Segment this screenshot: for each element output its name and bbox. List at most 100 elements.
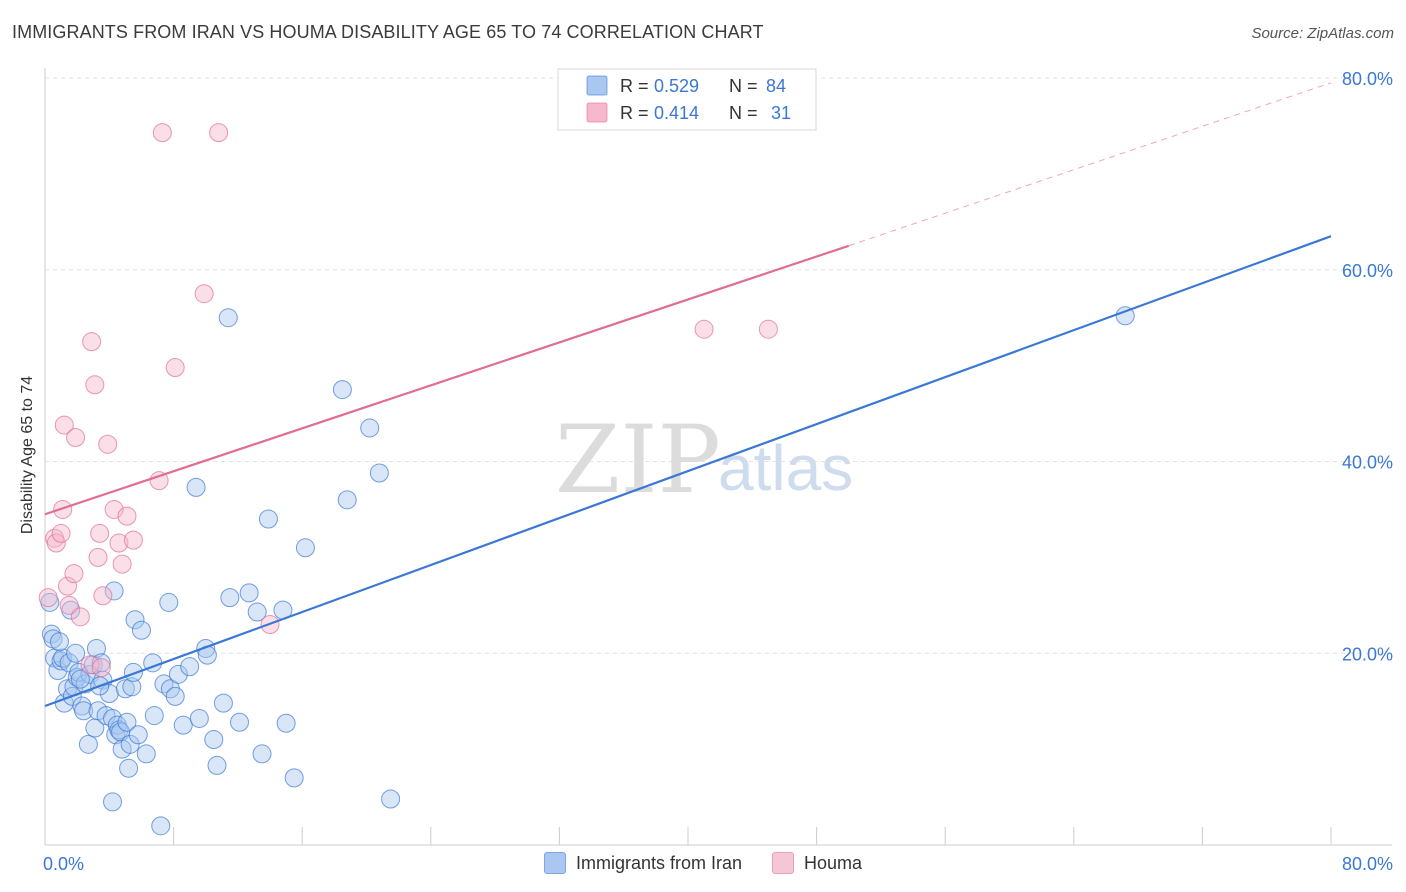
houma-point-17 — [93, 586, 113, 606]
iran-point-55 — [189, 708, 209, 728]
series-iran-points — [40, 306, 1135, 836]
iran-point-78 — [70, 669, 90, 689]
iran-point-83 — [180, 657, 200, 677]
legend-item-houma: Houma — [772, 852, 862, 874]
iran-point-73 — [337, 490, 357, 510]
houma-point-2 — [46, 533, 66, 553]
trend-line-iran — [44, 235, 1332, 708]
iran-point-39 — [122, 677, 142, 697]
houma-point-25 — [152, 123, 172, 143]
legend-r-value-houma: 0.414 — [654, 103, 699, 123]
iran-point-59 — [207, 755, 227, 775]
iran-point-43 — [103, 792, 123, 812]
iran-point-71 — [295, 538, 315, 558]
houma-point-16 — [91, 658, 111, 678]
houma-point-23 — [123, 530, 143, 550]
legend-swatch-iran-bottom — [543, 852, 566, 874]
houma-point-31 — [758, 319, 778, 339]
iran-point-75 — [369, 463, 389, 483]
legend-r-label-iran: R = — [620, 76, 649, 96]
legend-swatch-houma-bottom — [772, 852, 794, 874]
legend-n-value-houma: 31 — [771, 103, 791, 123]
x-tick-label-max: 80.0% — [1342, 854, 1393, 874]
houma-point-28 — [209, 123, 229, 143]
iran-point-41 — [125, 610, 145, 630]
legend-label-iran: Immigrants from Iran — [575, 852, 742, 873]
iran-point-29 — [104, 581, 124, 601]
iran-point-62 — [218, 308, 238, 328]
iran-point-47 — [151, 816, 171, 836]
axes — [44, 68, 1392, 846]
trend-line-houma — [44, 244, 850, 516]
legend-r-value-iran: 0.529 — [654, 76, 699, 96]
y-tick-label-80: 80.0% — [1342, 69, 1393, 89]
iran-point-38 — [120, 734, 140, 754]
x-tick-label-min: 0.0% — [43, 854, 84, 874]
houma-point-8 — [64, 564, 84, 584]
houma-point-30 — [694, 319, 714, 339]
iran-point-37 — [119, 758, 139, 778]
iran-point-70 — [284, 768, 304, 788]
iran-point-52 — [168, 664, 188, 684]
iran-point-40 — [123, 662, 143, 682]
houma-point-5 — [54, 415, 74, 435]
houma-point-6 — [58, 576, 78, 596]
legend-label-houma: Houma — [804, 852, 863, 873]
iran-point-81 — [49, 632, 69, 652]
iran-point-82 — [131, 620, 151, 640]
watermark-zip: ZIP — [555, 406, 721, 515]
houma-point-7 — [59, 595, 79, 615]
houma-point-13 — [85, 375, 105, 395]
houma-point-20 — [109, 533, 129, 553]
iran-point-64 — [239, 583, 259, 603]
iran-point-9 — [59, 653, 79, 673]
houma-point-0 — [38, 588, 58, 608]
iran-point-36 — [117, 712, 137, 732]
watermark: ZIP atlas — [555, 406, 853, 515]
trend-line-houma-extension — [848, 82, 1332, 247]
series-legend: Immigrants from Iran Houma — [0, 852, 1406, 874]
correlation-legend: R = 0.529 N = 84 R = 0.414 N = 31 — [557, 68, 817, 131]
iran-point-42 — [128, 725, 148, 745]
iran-point-60 — [213, 693, 233, 713]
houma-point-14 — [88, 547, 108, 567]
legend-n-label-houma: N = — [729, 103, 758, 123]
iran-point-66 — [252, 744, 272, 764]
legend-r-label-houma: R = — [620, 103, 649, 123]
iran-point-18 — [78, 734, 98, 754]
houma-point-15 — [90, 523, 110, 543]
series-houma-points — [38, 123, 778, 678]
iran-point-22 — [86, 638, 106, 658]
source-credit: Source: ZipAtlas.com — [1251, 25, 1394, 42]
houma-point-26 — [165, 358, 185, 378]
iran-point-44 — [136, 744, 156, 764]
houma-point-24 — [149, 471, 169, 491]
legend-n-value-iran: 84 — [766, 76, 786, 96]
iran-point-65 — [247, 602, 267, 622]
houma-point-21 — [112, 554, 132, 574]
trend-lines — [44, 82, 1332, 708]
legend-swatch-iran — [586, 75, 608, 96]
houma-point-22 — [117, 506, 137, 526]
iran-point-74 — [360, 418, 380, 438]
iran-point-56 — [196, 638, 216, 658]
iran-point-58 — [204, 730, 224, 750]
grid-lines — [45, 77, 1392, 654]
watermark-atlas: atlas — [718, 432, 853, 504]
houma-point-18 — [98, 434, 118, 454]
iran-point-61 — [220, 588, 240, 608]
y-tick-label-40: 40.0% — [1342, 453, 1393, 473]
iran-point-53 — [173, 715, 193, 735]
houma-point-11 — [80, 655, 100, 675]
iran-point-63 — [230, 712, 250, 732]
houma-point-9 — [66, 428, 86, 448]
iran-point-35 — [115, 679, 135, 699]
iran-point-76 — [381, 789, 401, 809]
legend-item-iran: Immigrants from Iran — [543, 852, 742, 874]
iran-point-72 — [332, 380, 352, 400]
iran-point-16 — [74, 701, 94, 721]
legend-n-label-iran: N = — [729, 76, 758, 96]
iran-point-49 — [159, 592, 179, 612]
houma-point-3 — [51, 523, 71, 543]
legend-swatch-houma — [586, 102, 608, 123]
